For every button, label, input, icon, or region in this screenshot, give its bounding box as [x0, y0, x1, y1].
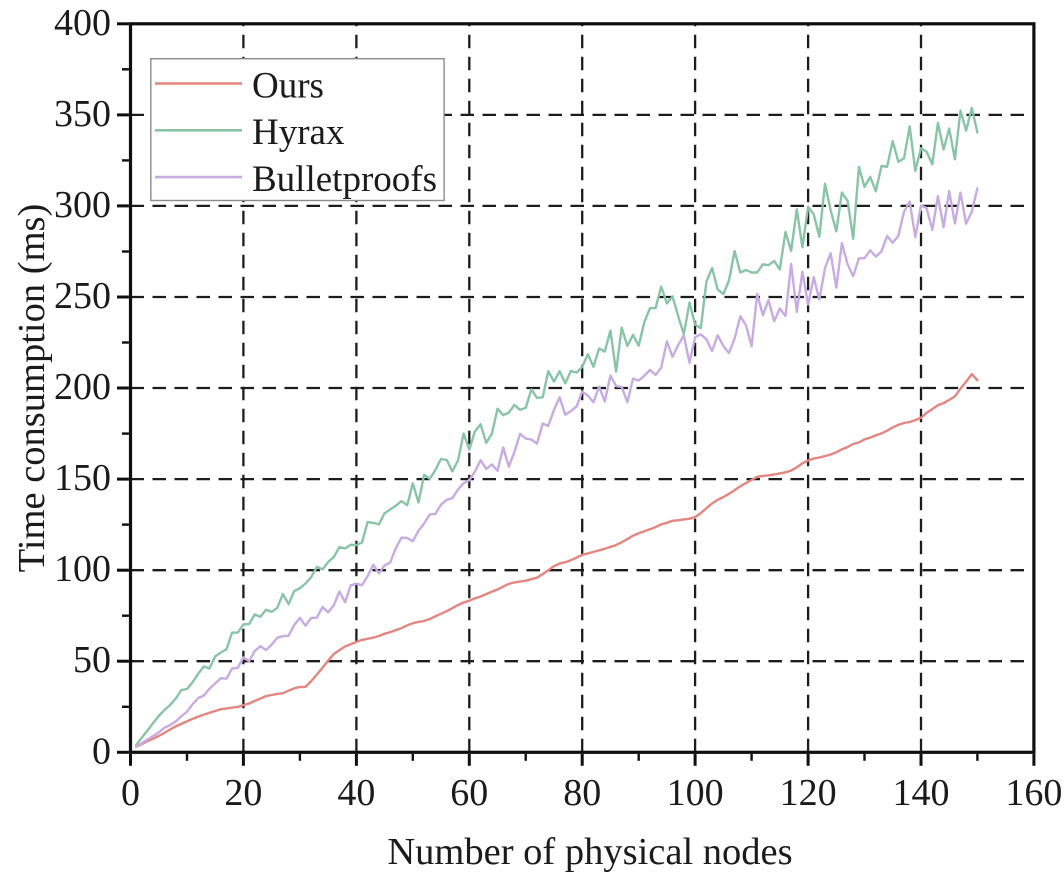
svg-text:50: 50 — [73, 639, 111, 681]
svg-text:Bulletproofs: Bulletproofs — [252, 159, 437, 200]
svg-text:40: 40 — [337, 772, 375, 814]
svg-text:20: 20 — [224, 772, 262, 814]
svg-text:300: 300 — [54, 184, 111, 226]
svg-text:250: 250 — [54, 275, 111, 317]
svg-text:Ours: Ours — [252, 65, 324, 106]
svg-text:400: 400 — [54, 2, 111, 44]
svg-text:Number of physical nodes: Number of physical nodes — [387, 831, 792, 873]
svg-text:100: 100 — [54, 548, 111, 590]
svg-text:Time consumption (ms): Time consumption (ms) — [11, 204, 53, 573]
svg-text:80: 80 — [563, 772, 601, 814]
svg-text:0: 0 — [92, 730, 111, 772]
svg-text:Hyrax: Hyrax — [252, 112, 345, 153]
svg-text:120: 120 — [780, 772, 837, 814]
svg-text:140: 140 — [893, 772, 950, 814]
svg-text:100: 100 — [667, 772, 724, 814]
svg-text:60: 60 — [450, 772, 488, 814]
svg-text:0: 0 — [121, 772, 140, 814]
svg-text:150: 150 — [54, 457, 111, 499]
svg-text:160: 160 — [1005, 772, 1062, 814]
svg-text:350: 350 — [54, 93, 111, 135]
svg-text:200: 200 — [54, 366, 111, 408]
